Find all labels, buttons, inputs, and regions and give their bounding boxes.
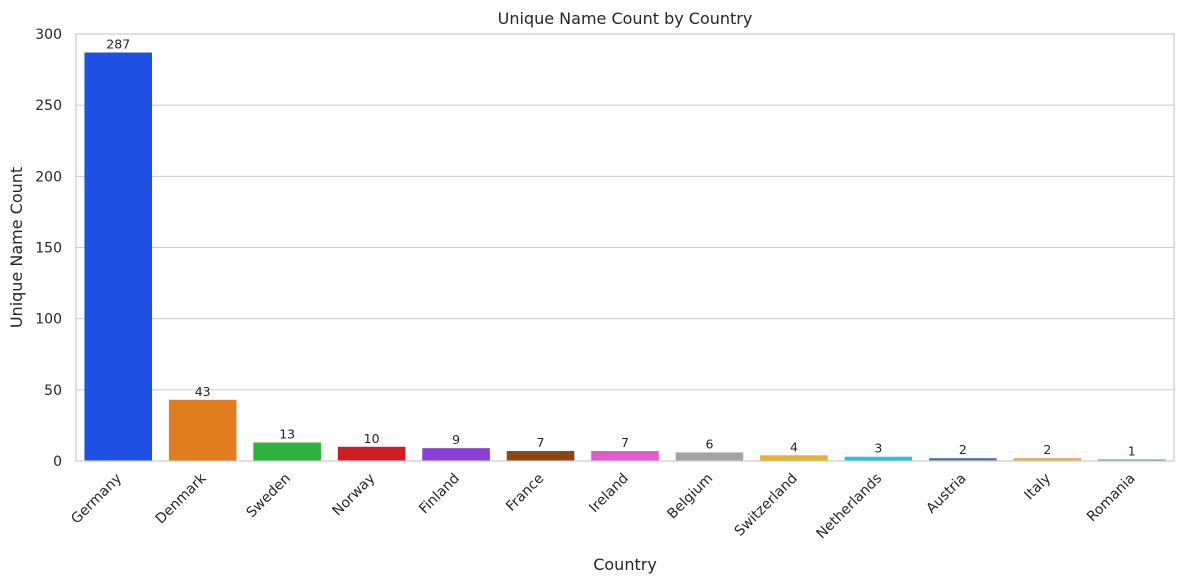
data-label: 4 [790,439,798,454]
x-tick-label: Finland [416,471,463,518]
y-axis-label: Unique Name Count [7,167,26,328]
x-tick-label: Italy [1021,471,1054,504]
data-label: 3 [874,441,882,456]
y-tick-label: 0 [53,454,62,470]
y-tick-label: 300 [35,27,62,43]
x-axis-label: Country [593,555,657,574]
bar-ireland [591,451,659,461]
x-tick-label: Netherlands [814,471,886,543]
data-label: 43 [195,384,211,399]
y-tick-label: 250 [35,98,62,114]
bar-austria [929,458,997,461]
plot-frame [75,33,1175,462]
x-tick-label: Sweden [244,471,294,521]
bar-switzerland [760,455,828,461]
gridlines [76,33,1174,462]
y-tick-label: 50 [44,383,62,399]
data-label: 2 [1043,442,1051,457]
bar-denmark [168,399,237,461]
data-label: 1 [1128,444,1136,459]
x-tick-label: Switzerland [732,471,801,540]
y-tick-label: 150 [35,241,62,257]
bar-sweden [253,442,321,461]
x-tick-label: Romania [1084,471,1139,526]
y-tick-label: 200 [35,169,62,185]
y-tick-label: 100 [35,312,62,328]
data-label: 6 [705,436,713,451]
x-tick-label: Belgium [664,471,716,523]
bar-france [506,451,575,461]
chart-title: Unique Name Count by Country [498,9,753,28]
x-tick-label: France [503,471,547,515]
x-tick-label: Ireland [586,471,632,517]
data-label: 287 [106,37,130,52]
data-label: 13 [279,426,295,441]
x-tick-labels: Germany Denmark Sweden Norway Finland France I… [68,470,1138,542]
bar-romania [1097,459,1166,461]
bar-netherlands [844,456,913,461]
bar-norway [337,446,406,461]
data-label: 2 [959,442,967,457]
data-label: 10 [364,431,380,446]
x-tick-label: Norway [330,471,379,520]
x-tick-label: Austria [923,471,969,517]
bar-germany [84,52,153,462]
bar-italy [1013,458,1082,461]
x-tick-label: Germany [68,471,125,528]
x-tick-label: Denmark [153,470,210,527]
data-label: 7 [537,435,545,450]
bars [84,52,1166,462]
data-label: 7 [621,435,629,450]
data-label: 9 [452,432,460,447]
bar-finland [422,448,490,461]
bar-belgium [675,452,744,461]
y-tick-labels: 0 50 100 150 200 250 300 [35,27,62,470]
